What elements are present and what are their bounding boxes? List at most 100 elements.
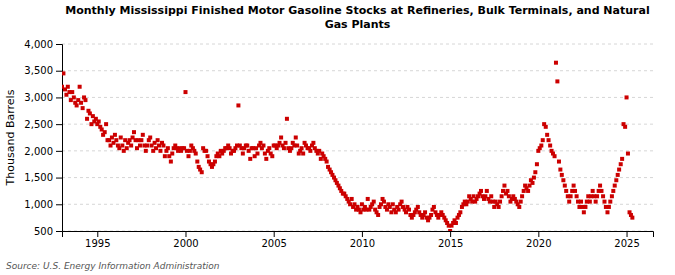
point <box>311 141 315 145</box>
grid <box>62 44 653 231</box>
tick-label: 3,000 <box>24 92 53 103</box>
x-tick: 2020 <box>526 231 551 249</box>
y-tick: 3,500 <box>24 65 62 76</box>
tick-mark <box>56 204 62 205</box>
point <box>485 189 489 193</box>
point <box>531 181 535 185</box>
point <box>416 205 420 209</box>
y-axis-label: Thousand Barrels <box>4 89 17 186</box>
point <box>548 144 552 148</box>
point <box>573 189 577 193</box>
tick-mark <box>185 231 186 237</box>
y-tick: 2,500 <box>24 119 62 130</box>
tick-label: 2,500 <box>24 119 53 130</box>
grid-line <box>62 204 653 205</box>
point <box>245 144 249 148</box>
point <box>163 154 167 158</box>
point <box>372 200 376 204</box>
axis-domain <box>63 232 654 238</box>
point <box>132 130 136 134</box>
x-tick: 1995 <box>85 231 110 249</box>
tick-label: 2025 <box>614 238 639 249</box>
point <box>183 90 187 94</box>
point <box>66 85 70 89</box>
point <box>119 136 123 140</box>
point <box>72 95 76 99</box>
point <box>186 154 190 158</box>
point <box>81 106 85 110</box>
point <box>285 117 289 121</box>
point <box>75 103 79 107</box>
point <box>602 200 606 204</box>
point <box>613 184 617 188</box>
point <box>213 160 217 164</box>
point <box>616 173 620 177</box>
point <box>544 125 548 129</box>
point <box>148 136 152 140</box>
point <box>284 141 288 145</box>
point <box>241 152 245 156</box>
tick-mark <box>56 124 62 125</box>
point <box>519 200 523 204</box>
point <box>200 170 204 174</box>
tick-mark <box>56 71 62 72</box>
point <box>169 160 173 164</box>
point <box>400 200 404 204</box>
point <box>206 154 210 158</box>
point <box>407 208 411 212</box>
tick-mark <box>56 178 62 179</box>
point <box>605 210 609 214</box>
point <box>545 133 549 137</box>
point <box>563 184 567 188</box>
tick-mark <box>56 44 62 45</box>
y-axis: 5001,0001,5002,0002,5003,0003,5004,000 <box>24 39 62 237</box>
point <box>138 144 142 148</box>
points <box>62 61 634 231</box>
axis-domain <box>56 45 63 232</box>
point <box>161 144 165 148</box>
point <box>617 168 621 172</box>
x-tick: 2025 <box>614 231 639 249</box>
tick-label: 500 <box>34 226 53 237</box>
annotation: Source: U.S. Energy Information Administ… <box>6 261 220 271</box>
point <box>448 229 452 231</box>
tick-label: 4,000 <box>24 39 53 50</box>
y-tick: 3,000 <box>24 92 62 103</box>
point <box>591 189 595 193</box>
grid-line <box>62 70 653 71</box>
point <box>561 178 565 182</box>
grid-line <box>62 97 653 98</box>
point <box>626 152 630 156</box>
point <box>497 205 501 209</box>
point <box>520 194 524 198</box>
x-tick: 2000 <box>173 231 198 249</box>
point <box>607 205 611 209</box>
point <box>139 138 143 142</box>
point <box>432 205 436 209</box>
point <box>620 157 624 161</box>
point <box>555 79 559 83</box>
point <box>194 152 198 156</box>
point <box>541 138 545 142</box>
point <box>125 146 129 150</box>
x-tick: 2010 <box>350 231 375 249</box>
tick-mark <box>450 231 451 237</box>
point <box>579 200 583 204</box>
point <box>588 200 592 204</box>
point <box>614 178 618 182</box>
point <box>502 184 506 188</box>
point <box>535 162 539 166</box>
point <box>611 189 615 193</box>
point <box>423 210 427 214</box>
point <box>282 146 286 150</box>
point <box>500 194 504 198</box>
tick-mark <box>538 231 539 237</box>
point <box>454 221 458 225</box>
tick-label: 1,000 <box>24 199 53 210</box>
point <box>553 154 557 158</box>
point <box>264 157 268 161</box>
tick-mark <box>274 231 275 237</box>
point <box>532 176 536 180</box>
point <box>630 216 634 220</box>
point <box>83 98 87 102</box>
